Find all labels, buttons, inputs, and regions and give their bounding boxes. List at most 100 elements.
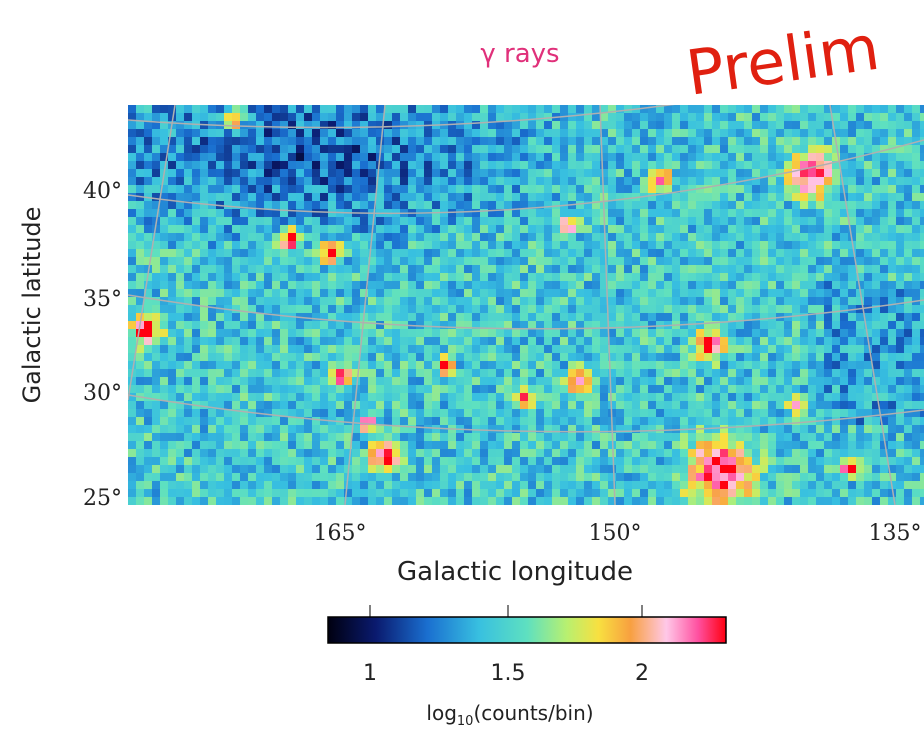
map-cell [344, 257, 352, 265]
map-cell [408, 361, 416, 369]
map-cell [648, 169, 656, 177]
map-cell [160, 449, 168, 457]
map-cell [280, 241, 288, 249]
map-cell [248, 337, 256, 345]
map-cell [744, 417, 752, 425]
map-cell [344, 337, 352, 345]
map-cell [432, 217, 440, 225]
map-cell [208, 345, 216, 353]
map-cell [248, 289, 256, 297]
map-cell [208, 113, 216, 121]
map-cell [480, 497, 488, 505]
map-cell [488, 225, 496, 233]
map-cell [920, 425, 924, 433]
map-cell [856, 449, 864, 457]
map-cell [856, 145, 864, 153]
map-cell [136, 177, 144, 185]
map-cell [336, 321, 344, 329]
map-cell [256, 241, 264, 249]
map-cell [352, 169, 360, 177]
map-cell [136, 265, 144, 273]
map-cell [456, 249, 464, 257]
map-cell [448, 169, 456, 177]
map-cell [336, 305, 344, 313]
map-cell [728, 217, 736, 225]
map-cell [536, 441, 544, 449]
map-cell [784, 145, 792, 153]
map-cell [424, 385, 432, 393]
map-cell [392, 241, 400, 249]
map-cell [568, 481, 576, 489]
map-cell [168, 201, 176, 209]
map-cell [464, 297, 472, 305]
map-cell [544, 129, 552, 137]
map-cell [248, 353, 256, 361]
map-cell [592, 241, 600, 249]
map-cell [416, 225, 424, 233]
map-cell [528, 457, 536, 465]
map-cell [360, 113, 368, 121]
map-cell [256, 481, 264, 489]
map-cell [520, 169, 528, 177]
map-cell [536, 497, 544, 505]
map-cell [296, 225, 304, 233]
map-cell [224, 353, 232, 361]
map-cell [632, 145, 640, 153]
map-cell [432, 457, 440, 465]
map-cell [744, 241, 752, 249]
map-cell [288, 473, 296, 481]
map-cell [488, 369, 496, 377]
map-cell [560, 265, 568, 273]
map-cell [448, 361, 456, 369]
map-cell [256, 209, 264, 217]
map-cell [656, 457, 664, 465]
map-cell [632, 209, 640, 217]
map-cell [744, 401, 752, 409]
map-cell [816, 201, 824, 209]
map-cell [664, 497, 672, 505]
map-cell [184, 177, 192, 185]
map-cell [320, 289, 328, 297]
map-cell [624, 377, 632, 385]
map-cell [800, 441, 808, 449]
map-cell [136, 273, 144, 281]
map-cell [576, 241, 584, 249]
map-cell [144, 345, 152, 353]
map-cell [696, 345, 704, 353]
map-cell [328, 377, 336, 385]
map-cell [296, 105, 304, 113]
map-cell [912, 273, 920, 281]
map-cell [416, 329, 424, 337]
map-cell [544, 321, 552, 329]
map-cell [872, 481, 880, 489]
map-cell [632, 329, 640, 337]
map-cell [232, 369, 240, 377]
map-cell [544, 353, 552, 361]
map-cell [240, 361, 248, 369]
map-cell [856, 369, 864, 377]
map-cell [864, 257, 872, 265]
map-cell [488, 481, 496, 489]
map-cell [312, 481, 320, 489]
map-cell [272, 457, 280, 465]
map-cell [592, 465, 600, 473]
map-cell [536, 409, 544, 417]
map-cell [704, 177, 712, 185]
map-cell [184, 305, 192, 313]
map-cell [544, 441, 552, 449]
map-cell [216, 129, 224, 137]
map-cell [840, 233, 848, 241]
map-cell [648, 369, 656, 377]
map-cell [296, 289, 304, 297]
map-cell [272, 489, 280, 497]
map-cell [328, 137, 336, 145]
map-cell [864, 209, 872, 217]
map-cell [672, 209, 680, 217]
map-cell [408, 289, 416, 297]
map-cell [312, 161, 320, 169]
map-cell [224, 361, 232, 369]
map-cell [752, 257, 760, 265]
map-cell [200, 369, 208, 377]
map-cell [896, 249, 904, 257]
map-cell [408, 297, 416, 305]
